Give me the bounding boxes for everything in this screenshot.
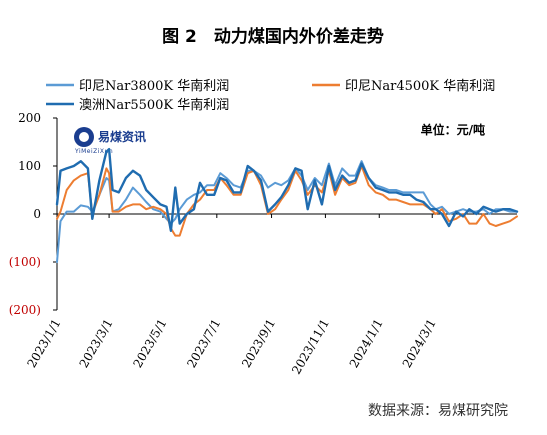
series-line-2: [56, 165, 518, 237]
x-tick-label: 2023/3/1: [77, 317, 116, 371]
series-line-3: [55, 148, 519, 232]
unit-label: 单位：元/吨: [421, 122, 485, 137]
logo-name: 易煤资讯: [98, 129, 146, 144]
x-tick-label: 2023/7/1: [184, 317, 223, 371]
yimei-logo: 易煤资讯 YiMeiZiXun: [74, 127, 146, 155]
series-lines: [55, 148, 519, 263]
y-tick-label: (100): [9, 255, 41, 269]
chart-title: 图 2 动力煤国内外价差走势: [162, 26, 384, 47]
logo-sub: YiMeiZiXun: [74, 148, 113, 155]
legend-label: 印尼Nar4500K 华南利润: [345, 78, 495, 94]
y-axis: 200 100 0 (100) (200): [9, 111, 58, 317]
x-tick-label: 2024/1/1: [347, 317, 386, 371]
y-tick-label: (200): [9, 303, 41, 317]
source-note: 数据来源：易煤研究院: [368, 403, 508, 419]
legend: 印尼Nar3800K 华南利润 印尼Nar4500K 华南利润澳洲Nar5500K…: [46, 78, 495, 113]
x-tick-label: 2023/1/1: [25, 317, 64, 371]
x-tick-label: 2023/11/1: [289, 317, 332, 377]
legend-label: 印尼Nar3800K 华南利润: [79, 78, 229, 94]
y-tick-label: 100: [18, 159, 41, 173]
logo-badge-inner-icon: [79, 132, 89, 142]
x-tick-label: 2023/9/1: [239, 317, 278, 371]
x-axis: 2023/1/1 2023/3/1 2023/5/1 2023/7/1 2023/9/1…: [25, 213, 517, 377]
y-tick-label: 200: [18, 111, 41, 125]
x-tick-label: 2023/5/1: [130, 317, 169, 371]
y-tick-label: 0: [33, 207, 41, 221]
legend-label: 澳洲Nar5500K 华南利润: [79, 97, 229, 113]
x-tick-label: 2024/3/1: [400, 317, 439, 371]
